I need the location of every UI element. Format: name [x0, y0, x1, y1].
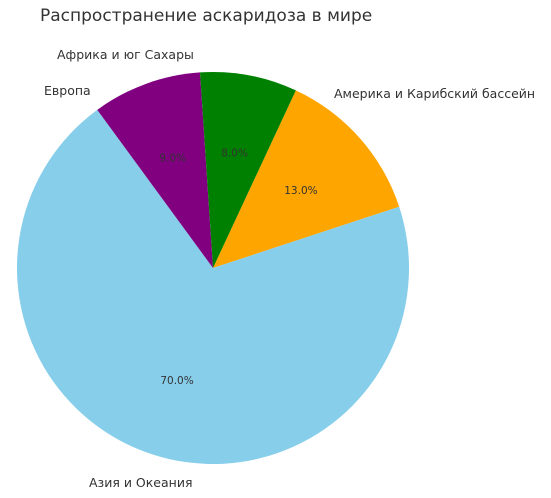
- slice-percent-label: 13.0%: [284, 185, 317, 197]
- slice-category-label: Америка и Карибский бассейн: [334, 86, 535, 101]
- pie-slice-америка-и-карибский-бассейн: [213, 90, 400, 268]
- slice-category-label: Азия и Океания: [89, 475, 192, 490]
- slice-percent-label: 8.0%: [221, 147, 248, 159]
- chart-title: Распространение аскаридоза в мире: [40, 6, 372, 26]
- pie-slice-европа: [97, 72, 213, 269]
- pie-slice-азия-и-океания: [16, 109, 409, 464]
- slice-percent-label: 70.0%: [160, 375, 193, 387]
- pie-slice-африка-и-юг-сахары: [200, 72, 296, 269]
- slice-category-label: Европа: [44, 83, 91, 98]
- pie-labels: 13.0% Америка и Карибский бассейн 70.0% Ази…: [44, 47, 535, 490]
- slice-percent-label: 9.0%: [159, 152, 186, 164]
- slice-category-label: Африка и юг Сахары: [57, 47, 194, 62]
- pie-slices: [16, 72, 409, 464]
